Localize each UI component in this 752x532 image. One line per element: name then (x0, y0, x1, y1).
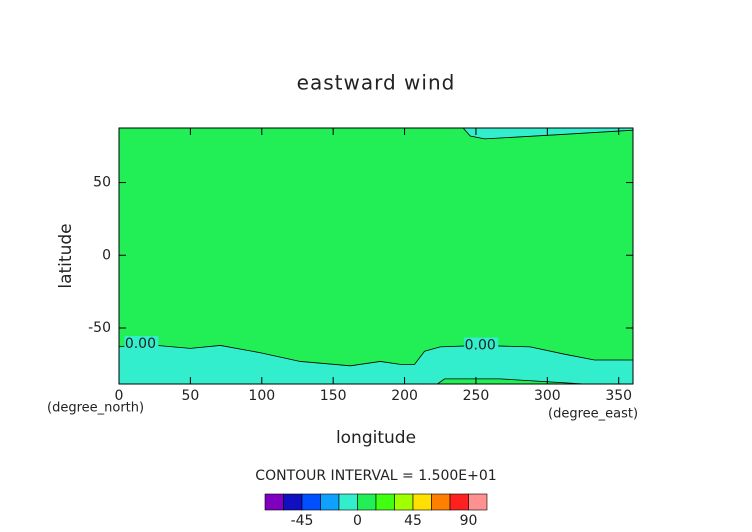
colorbar-cell (320, 493, 340, 511)
y-axis-label: latitude (56, 223, 76, 288)
plot-frame (118, 127, 634, 385)
contour-line (118, 343, 633, 367)
x-tick-label: 350 (605, 388, 632, 404)
x-unit: (degree_east) (548, 407, 638, 422)
colorbar-tick-label: 90 (460, 513, 478, 529)
colorbar-cell (412, 493, 432, 511)
x-tick-label: 100 (248, 388, 275, 404)
colorbar-cell (283, 493, 303, 511)
contour-line (462, 127, 634, 140)
contour-label-bg (464, 337, 499, 353)
colorbar-cell (338, 493, 358, 511)
contour-label: 0.00 (465, 337, 496, 353)
colorbar-cell (468, 493, 488, 511)
colorbar-cell (264, 493, 284, 511)
x-tick-label: 0 (115, 388, 124, 404)
chart-title: eastward wind (297, 71, 456, 95)
x-tick-label: 50 (181, 388, 199, 404)
y-unit: (degree_north) (47, 401, 144, 416)
contour-label-bg (124, 336, 159, 351)
x-tick-label: 200 (391, 388, 418, 404)
contour-line (437, 378, 585, 385)
x-axis-label: longitude (336, 428, 416, 448)
colorbar-cell (394, 493, 414, 511)
x-tick-label: 300 (534, 388, 561, 404)
colorbar-tick-label: 0 (353, 513, 362, 529)
contour-label: 0.00 (125, 336, 156, 352)
colorbar-cell (449, 493, 469, 511)
x-tick-label: 250 (463, 388, 490, 404)
y-tick-label: -50 (88, 320, 111, 336)
y-tick-label: 50 (93, 175, 111, 191)
x-tick-label: 150 (320, 388, 347, 404)
colorbar-cell (301, 493, 321, 511)
colorbar-cell (357, 493, 377, 511)
y-tick-label: 0 (102, 247, 111, 263)
colorbar-cell (375, 493, 395, 511)
field-background (119, 128, 633, 384)
colorbar-tick-label: -45 (291, 513, 314, 529)
colorbar-cell (431, 493, 451, 511)
contour-interval: CONTOUR INTERVAL = 1.500E+01 (255, 468, 496, 484)
contour-fill (463, 128, 633, 139)
colorbar-tick-label: 45 (404, 513, 422, 529)
contour-fill (119, 344, 633, 384)
